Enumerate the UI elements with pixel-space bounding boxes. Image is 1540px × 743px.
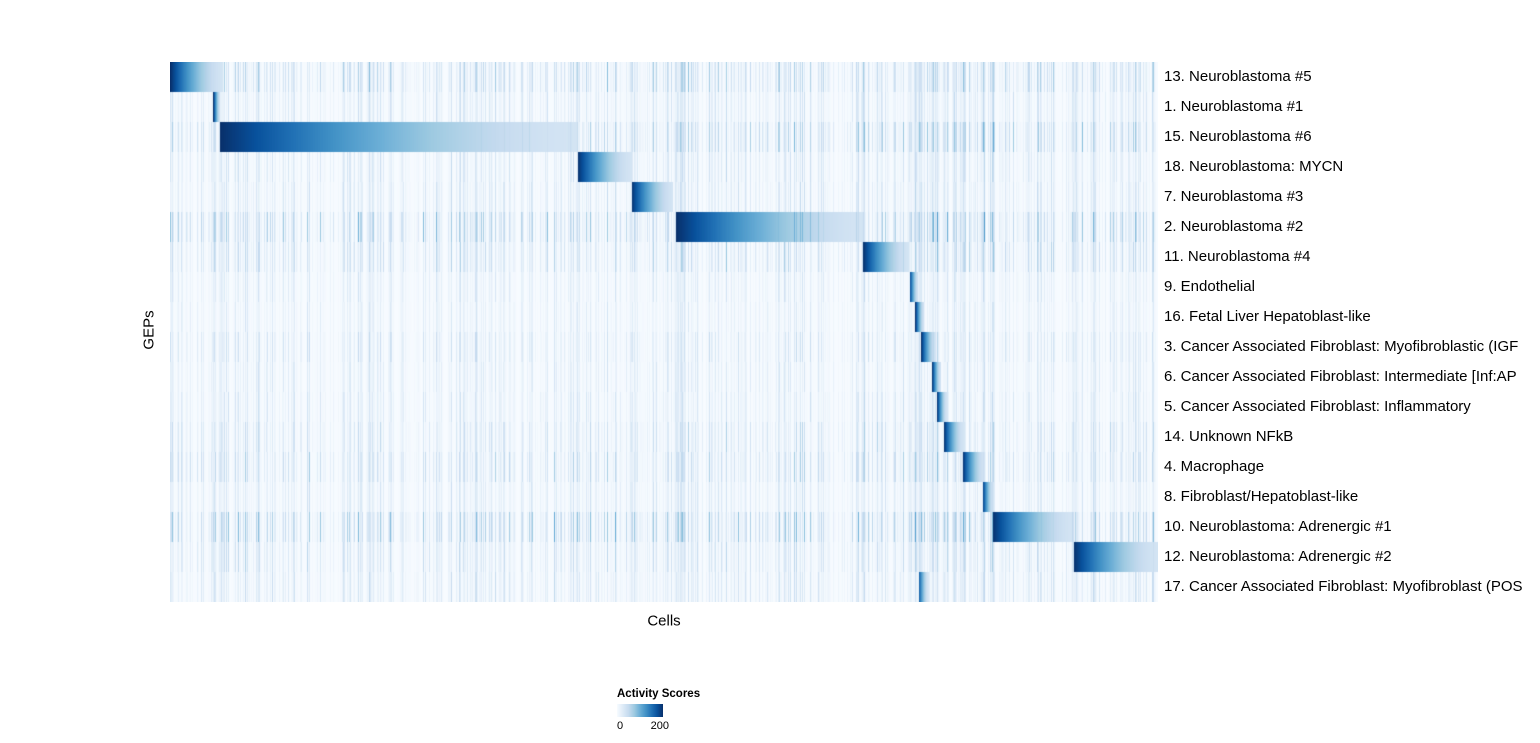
row-label: 12. Neuroblastoma: Adrenergic #2 [1164,548,1392,565]
row-label: 16. Fetal Liver Hepatoblast-like [1164,308,1371,325]
row-label: 18. Neuroblastoma: MYCN [1164,158,1344,175]
legend-tick-max: 200 [650,720,669,732]
row-label: 6. Cancer Associated Fibroblast: Interme… [1164,368,1517,385]
legend: Activity Scores 0 200 [617,688,727,732]
heatmap-canvas [170,62,1158,602]
row-label: 3. Cancer Associated Fibroblast: Myofibr… [1164,338,1519,355]
row-label: 10. Neuroblastoma: Adrenergic #1 [1164,518,1392,535]
row-label: 5. Cancer Associated Fibroblast: Inflamm… [1164,398,1471,415]
row-label: 2. Neuroblastoma #2 [1164,218,1304,235]
row-label: 15. Neuroblastoma #6 [1164,128,1312,145]
row-labels: 13. Neuroblastoma #5 1. Neuroblastoma #1 1… [1164,62,1540,602]
legend-gradient-bar [617,704,663,717]
row-label: 14. Unknown NFkB [1164,428,1294,445]
row-label: 1. Neuroblastoma #1 [1164,98,1304,115]
legend-ticks: 0 200 [617,720,669,732]
row-label: 4. Macrophage [1164,458,1265,475]
row-label: 8. Fibroblast/Hepatoblast-like [1164,488,1359,505]
legend-title: Activity Scores [617,688,701,700]
row-label: 13. Neuroblastoma #5 [1164,68,1312,85]
x-axis-label: Cells [647,612,681,630]
row-label: 7. Neuroblastoma #3 [1164,188,1304,205]
y-axis-label: GEPs [140,310,158,350]
row-label: 11. Neuroblastoma #4 [1164,248,1311,265]
row-label: 9. Endothelial [1164,278,1255,295]
legend-tick-min: 0 [617,720,624,732]
row-label: 17. Cancer Associated Fibroblast: Myofib… [1164,578,1523,595]
